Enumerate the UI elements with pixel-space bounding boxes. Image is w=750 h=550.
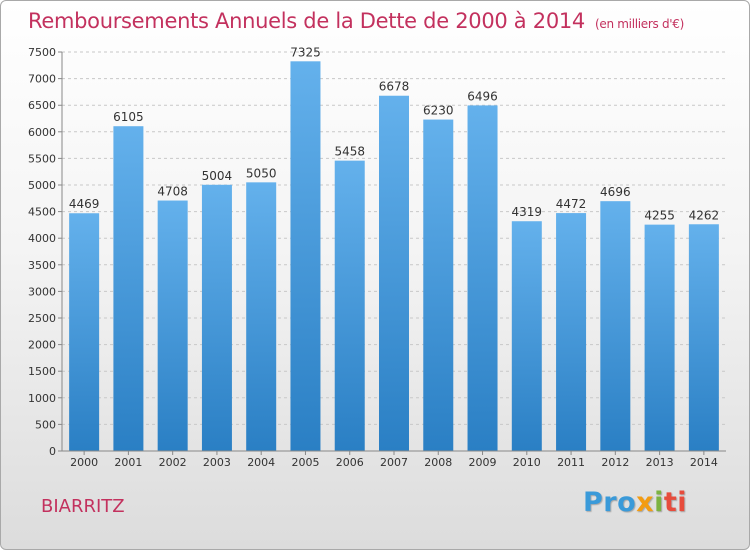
x-tick-label: 2009: [469, 456, 497, 469]
value-label: 4708: [157, 185, 188, 199]
y-tick-label: 4000: [28, 232, 56, 245]
y-tick-label: 5000: [28, 179, 56, 192]
y-tick-label: 2500: [28, 312, 56, 325]
bars: 4469 6105 4708 5004 5050 7325 5458 6678 6230 6496…: [69, 45, 720, 452]
value-label: 7325: [290, 45, 321, 59]
y-tick-label: 500: [35, 418, 56, 431]
x-tick-label: 2002: [159, 456, 187, 469]
city-name: BIARRITZ: [41, 496, 125, 517]
value-label: 6230: [423, 104, 454, 118]
y-tick-label: 5500: [28, 152, 56, 165]
y-tick-label: 1500: [28, 365, 56, 378]
bar-2005: [290, 61, 321, 452]
y-tick-label: 3000: [28, 285, 56, 298]
y-tick-label: 3500: [28, 259, 56, 272]
proxiti-logo[interactable]: Proxiti: [583, 487, 688, 518]
bar-2013: [644, 224, 675, 451]
x-tick-label: 2013: [646, 456, 674, 469]
bar-2011: [556, 213, 587, 451]
bar-2003: [201, 184, 232, 451]
x-tick-label: 2003: [203, 456, 231, 469]
bar-2010: [511, 221, 542, 451]
y-tick-label: 7000: [28, 73, 56, 86]
value-label: 4319: [512, 205, 543, 219]
x-tick-label: 2008: [424, 456, 452, 469]
bar-2012: [600, 201, 631, 451]
y-tick-label: 2000: [28, 339, 56, 352]
x-tick-label: 2014: [690, 456, 718, 469]
y-tick-label: 0: [49, 445, 56, 458]
bar-2014: [688, 224, 719, 451]
value-label: 4255: [644, 209, 675, 223]
value-label: 5458: [334, 145, 365, 159]
value-label: 6678: [379, 80, 410, 94]
x-tick-label: 2001: [114, 456, 142, 469]
x-tick-label: 2006: [336, 456, 364, 469]
y-tick-label: 6000: [28, 126, 56, 139]
value-label: 5004: [202, 169, 233, 183]
y-tick-label: 4500: [28, 206, 56, 219]
value-label: 5050: [246, 166, 277, 180]
value-label: 4262: [689, 208, 720, 222]
chart-subtitle: (en milliers d'€): [595, 17, 685, 31]
bar-2006: [334, 160, 365, 451]
value-label: 6496: [467, 89, 498, 103]
x-tick-label: 2011: [557, 456, 585, 469]
value-label: 4469: [69, 197, 100, 211]
x-tick-label: 2000: [70, 456, 98, 469]
y-tick-label: 1000: [28, 392, 56, 405]
bar-2001: [113, 126, 144, 452]
y-tick-label: 7500: [28, 46, 56, 59]
axes: 0 500 1000 1500 2000 2500 3000 3500 4000 4500 5000…: [28, 46, 726, 469]
value-label: 4472: [556, 197, 587, 211]
bar-2009: [467, 105, 498, 451]
x-tick-label: 2012: [601, 456, 629, 469]
bar-2000: [69, 213, 100, 451]
value-label: 6105: [113, 110, 144, 124]
chart-title-text: Remboursements Annuels de la Dette de 20…: [28, 9, 585, 33]
x-tick-label: 2010: [513, 456, 541, 469]
y-tick-label: 6500: [28, 99, 56, 112]
bar-2004: [246, 182, 277, 451]
x-tick-label: 2007: [380, 456, 408, 469]
bar-2008: [423, 119, 454, 452]
bar-2002: [157, 200, 188, 451]
value-label: 4696: [600, 185, 631, 199]
x-tick-label: 2004: [247, 456, 275, 469]
x-tick-label: 2005: [291, 456, 319, 469]
chart-title: Remboursements Annuels de la Dette de 20…: [28, 9, 684, 33]
bar-2007: [379, 95, 409, 451]
